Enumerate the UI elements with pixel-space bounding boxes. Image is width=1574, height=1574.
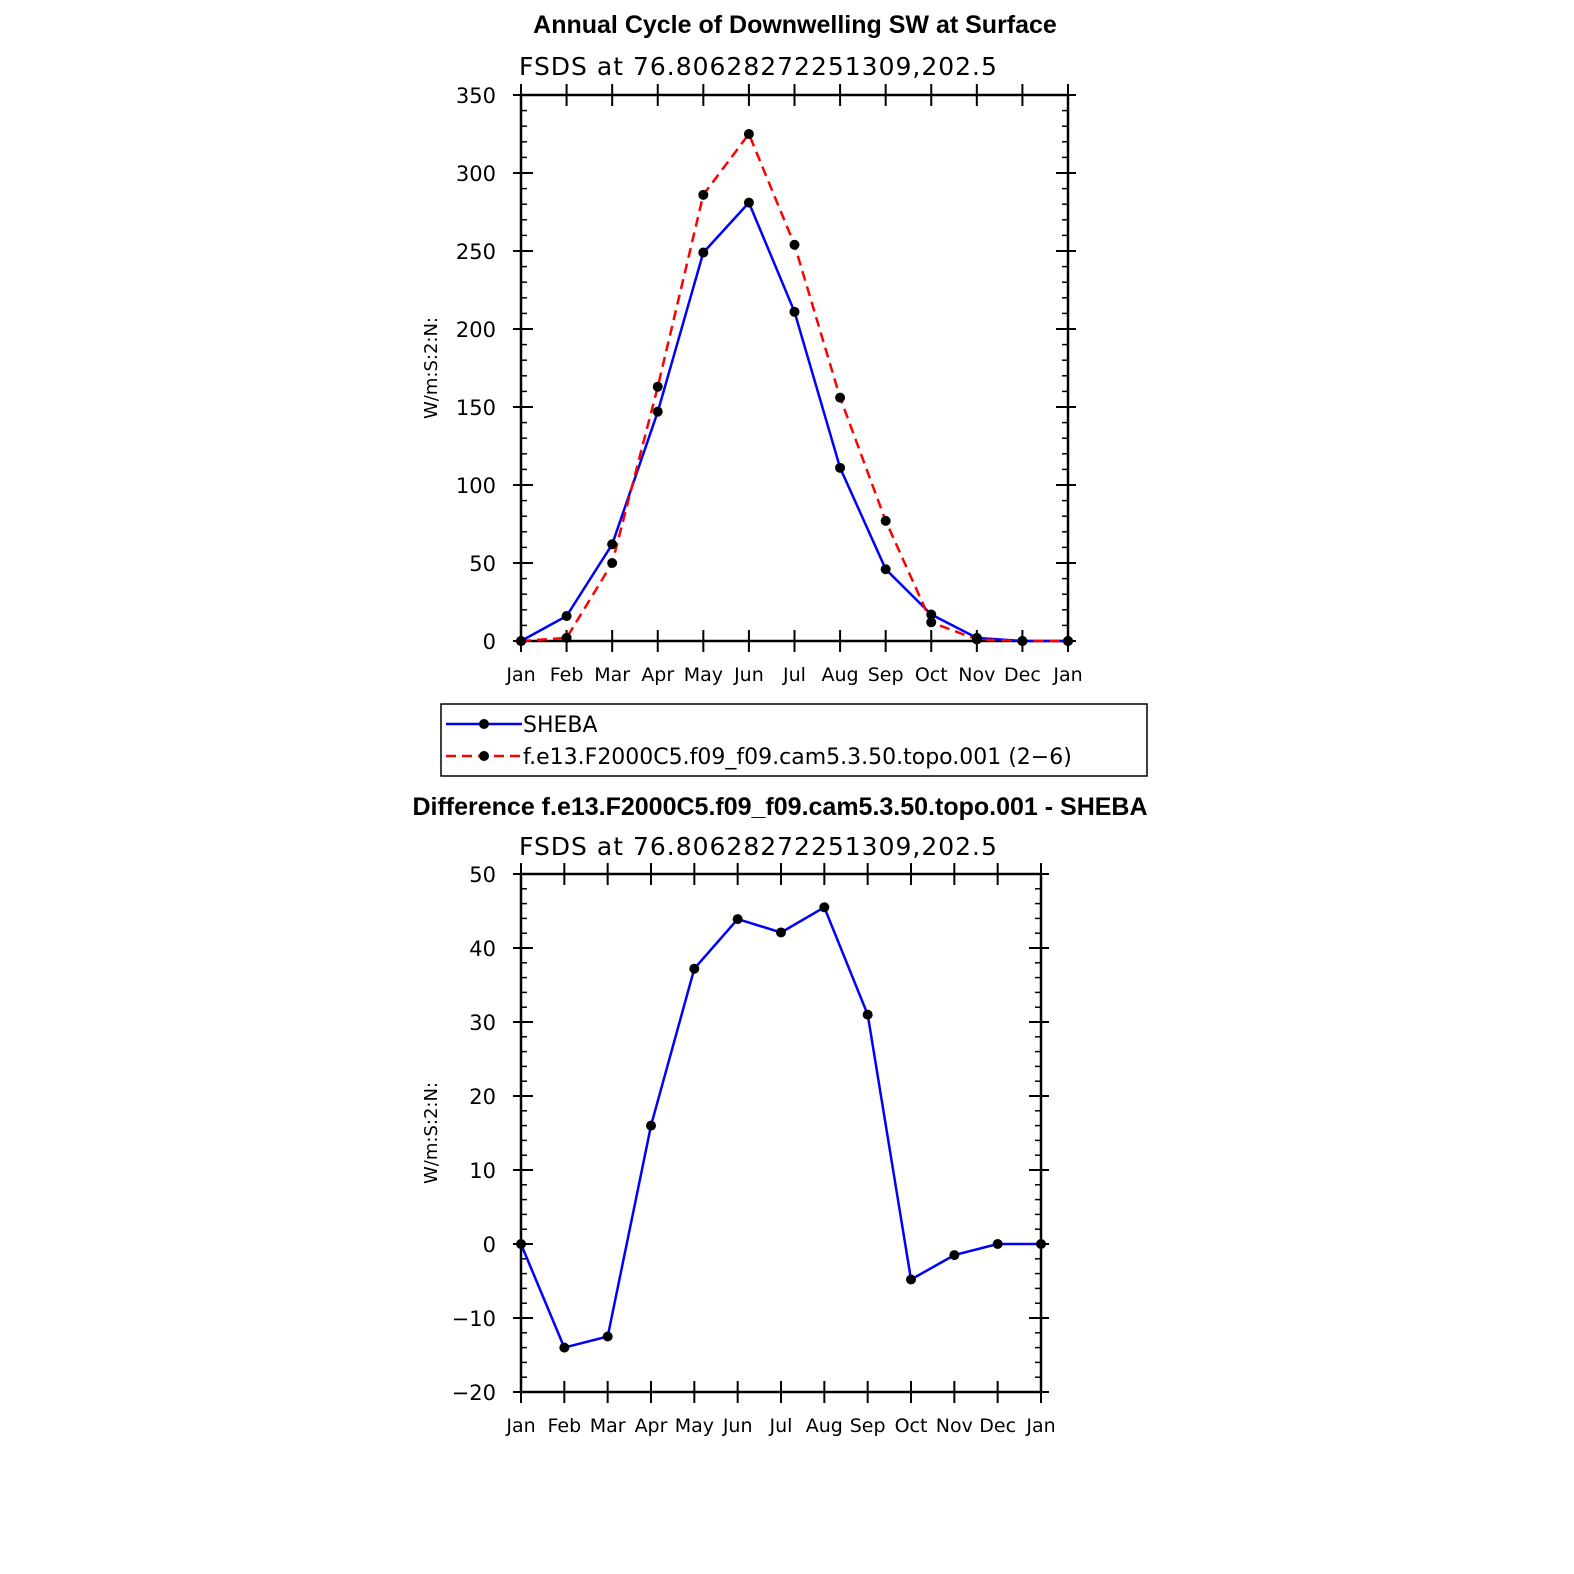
y-tick-label: 50 <box>469 552 496 576</box>
chart-2-subtitle: FSDS at 76.80628272251309,202.5 <box>519 832 998 861</box>
data-point <box>732 914 743 925</box>
y-tick-label: 350 <box>456 84 496 108</box>
y-tick-label: 200 <box>456 318 496 342</box>
data-point <box>559 1342 570 1353</box>
data-point <box>776 927 786 938</box>
x-tick-label: Sep <box>868 664 904 686</box>
x-tick-label: Feb <box>550 664 584 686</box>
y-tick-label: 50 <box>469 863 496 887</box>
data-point <box>698 189 709 200</box>
x-tick-label: May <box>675 1415 714 1437</box>
data-point <box>880 564 891 575</box>
y-tick-label: −20 <box>452 1381 496 1405</box>
legend-model-label: f.e13.F2000C5.f09_f09.cam5.3.50.topo.001… <box>523 745 1072 770</box>
data-point <box>906 1274 916 1285</box>
data-point <box>607 539 618 550</box>
x-tick-label: Mar <box>594 664 630 686</box>
x-tick-label: Apr <box>635 1415 668 1437</box>
x-tick-label: Oct <box>915 664 948 686</box>
data-point <box>819 902 830 913</box>
x-tick-label: May <box>684 664 723 686</box>
data-point <box>862 1009 873 1020</box>
x-tick-label: Jan <box>505 1415 535 1437</box>
y-tick-label: 100 <box>456 474 496 498</box>
y-tick-label: 10 <box>469 1159 496 1183</box>
chart-1-title: Annual Cycle of Downwelling SW at Surfac… <box>533 11 1057 39</box>
chart-1-subtitle: FSDS at 76.80628272251309,202.5 <box>519 52 998 81</box>
data-point <box>602 1331 613 1342</box>
y-tick-label: −10 <box>452 1307 496 1331</box>
data-point <box>949 1250 960 1261</box>
x-tick-label: Aug <box>822 664 859 686</box>
x-tick-label: Apr <box>641 664 674 686</box>
data-point <box>1036 1239 1046 1249</box>
data-point <box>1063 636 1073 646</box>
data-point <box>561 632 572 643</box>
data-point <box>835 462 846 473</box>
x-tick-label: Jan <box>505 664 535 686</box>
chart-2-plot: −20 −10 0 10 20 30 40 50 Jan Feb Mar Apr May Jun Jul Au… <box>452 863 1056 1437</box>
x-tick-label: Oct <box>895 1415 928 1437</box>
data-point <box>971 634 982 645</box>
series-line-0-1 <box>520 132 1068 643</box>
chart-2-title: Difference f.e13.F2000C5.f09_f09.cam5.3.… <box>412 793 1147 821</box>
x-tick-label: Nov <box>958 664 995 686</box>
data-point <box>607 558 618 568</box>
data-point <box>689 963 700 974</box>
y-tick-label: 300 <box>456 162 496 186</box>
data-point <box>926 617 937 628</box>
data-point <box>516 1239 526 1249</box>
data-point <box>652 406 663 417</box>
data-point <box>698 247 709 258</box>
y-tick-label: 20 <box>469 1085 496 1109</box>
x-tick-label: Nov <box>936 1415 973 1437</box>
x-tick-label: Aug <box>806 1415 843 1437</box>
data-point <box>789 306 800 317</box>
plot-frame <box>519 872 1043 1394</box>
chart-2-ylabel: W/m:S:2:N: <box>421 1082 442 1184</box>
chart-1-legend: SHEBA f.e13.F2000C5.f09_f09.cam5.3.50.to… <box>440 703 1148 777</box>
y-tick-label: 0 <box>483 630 496 654</box>
data-point <box>652 381 663 392</box>
chart-1-ylabel: W/m:S:2:N: <box>421 317 442 419</box>
data-point <box>835 392 846 403</box>
data-point <box>646 1120 656 1131</box>
data-point <box>1017 636 1028 646</box>
legend-sheba-marker <box>479 719 489 729</box>
y-tick-label: 30 <box>469 1011 496 1035</box>
data-point <box>789 239 800 250</box>
data-point <box>516 636 526 646</box>
x-tick-label: Mar <box>590 1415 626 1437</box>
y-tick-label: 250 <box>456 240 496 264</box>
legend-model-marker <box>479 751 489 761</box>
x-tick-label: Jun <box>722 1415 753 1437</box>
x-tick-label: Jun <box>733 664 764 686</box>
data-point <box>992 1239 1003 1249</box>
data-point <box>743 197 754 208</box>
x-tick-label: Dec <box>979 1415 1016 1437</box>
y-tick-label: 0 <box>483 1233 496 1257</box>
x-tick-label: Sep <box>850 1415 886 1437</box>
data-point <box>880 515 891 526</box>
x-tick-label: Jan <box>1052 664 1082 686</box>
data-point <box>926 609 937 620</box>
y-tick-label: 40 <box>469 937 496 961</box>
x-tick-label: Jul <box>782 664 806 686</box>
x-tick-label: Jan <box>1025 1415 1055 1437</box>
series-line-1-0 <box>519 906 1041 1349</box>
series-line-0-0 <box>520 201 1068 643</box>
data-point <box>561 611 572 622</box>
chart-1-plot: 0 50 100 150 200 250 300 350 Jan Feb Mar Apr May Jun J… <box>456 84 1083 686</box>
legend-sheba-label: SHEBA <box>523 713 598 738</box>
legend-box <box>440 703 1148 777</box>
data-point <box>743 129 754 139</box>
x-tick-label: Feb <box>548 1415 582 1437</box>
y-tick-label: 150 <box>456 396 496 420</box>
x-tick-label: Jul <box>769 1415 793 1437</box>
x-tick-label: Dec <box>1004 664 1041 686</box>
